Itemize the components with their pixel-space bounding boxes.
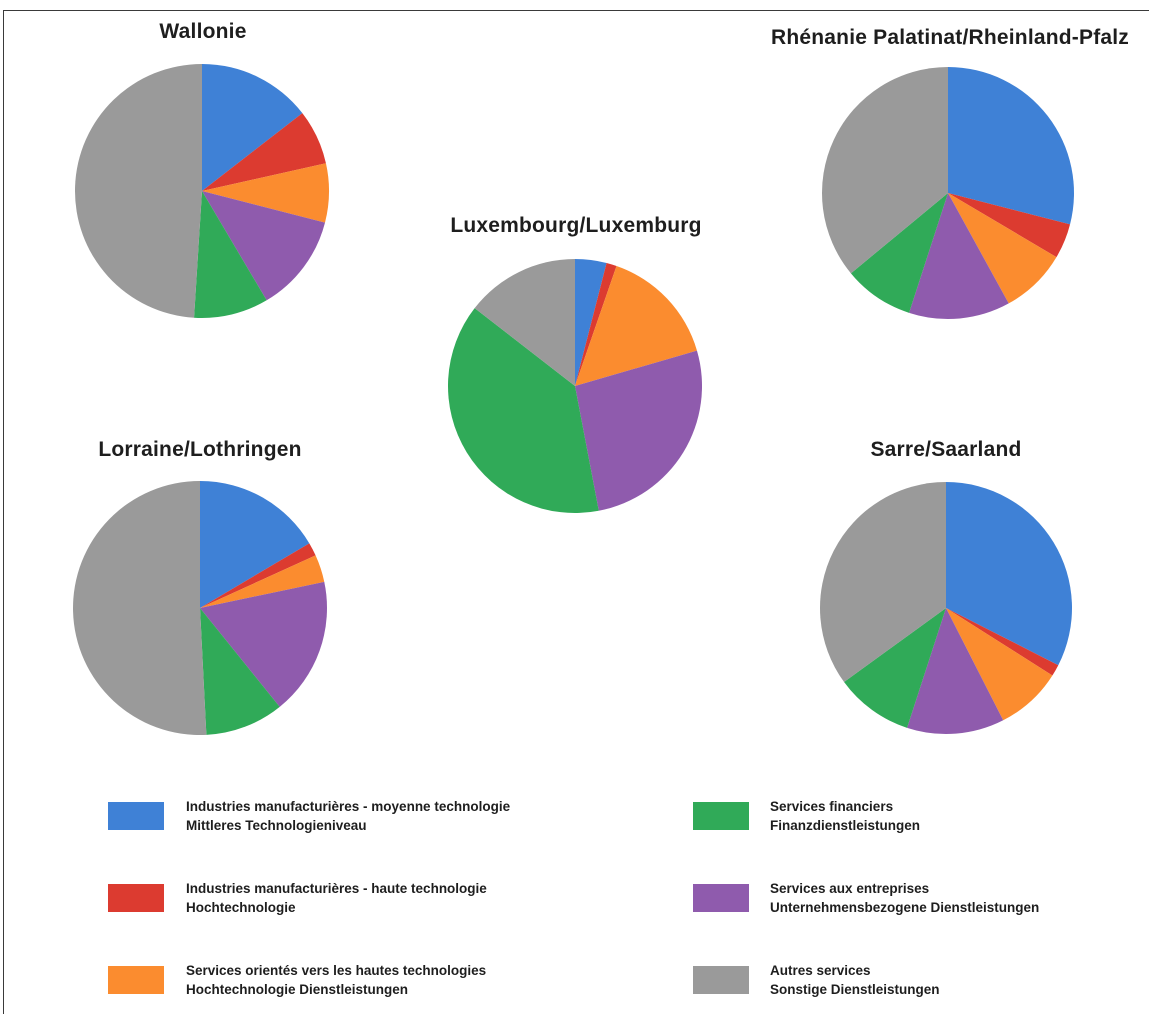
pie-slice-wallonie-business-services bbox=[202, 191, 326, 301]
legend-label: Services financiers Finanzdienstleistunge… bbox=[770, 799, 921, 833]
pie-slice-rheinland-pfalz-other-services bbox=[822, 67, 948, 274]
pie-slice-rheinland-pfalz-financial-services bbox=[850, 193, 948, 313]
pie-slice-lorraine-business-services bbox=[200, 581, 327, 707]
pie-slice-saarland-high-tech-manufacturing bbox=[946, 608, 1059, 676]
pie-rheinland-pfalz bbox=[822, 67, 1074, 319]
pie-slice-wallonie-financial-services bbox=[194, 191, 267, 318]
legend-swatch bbox=[693, 802, 749, 830]
legend-swatch bbox=[693, 884, 749, 912]
legend-label: Industries manufacturières - moyenne tec… bbox=[186, 799, 511, 833]
pie-slice-saarland-medium-tech-manufacturing bbox=[946, 481, 1073, 666]
pie-slice-lorraine-other-services bbox=[73, 481, 207, 735]
pie-slice-wallonie-high-tech-manufacturing bbox=[202, 113, 326, 191]
pie-title-saarland: Sarre/Saarland bbox=[870, 438, 1022, 461]
pie-title-lorraine: Lorraine/Lothringen bbox=[98, 438, 302, 461]
pie-slice-rheinland-pfalz-high-tech-manufacturing bbox=[948, 193, 1071, 258]
pie-slice-wallonie-high-tech-services bbox=[202, 163, 329, 223]
legend-label: Services orientés vers les hautes techno… bbox=[186, 963, 487, 997]
legend-label: Autres services Sonstige Dienstleistungen bbox=[770, 963, 940, 997]
legend-label: Services aux entreprises Unternehmensbezo… bbox=[770, 881, 1040, 915]
pie-slice-wallonie-medium-tech-manufacturing bbox=[202, 64, 303, 191]
pie-wallonie bbox=[74, 64, 329, 318]
pie-slice-lorraine-high-tech-manufacturing bbox=[200, 543, 316, 608]
pie-slice-luxembourg-high-tech-manufacturing bbox=[575, 262, 617, 386]
pie-slice-lorraine-high-tech-services bbox=[200, 555, 325, 608]
pie-title-wallonie: Wallonie bbox=[159, 20, 247, 43]
pie-slice-wallonie-other-services bbox=[74, 64, 202, 318]
pie-slice-luxembourg-high-tech-services bbox=[575, 265, 697, 386]
pie-slice-saarland-other-services bbox=[819, 482, 946, 683]
pie-slice-lorraine-financial-services bbox=[200, 608, 280, 735]
pie-saarland bbox=[819, 481, 1073, 734]
pie-slice-luxembourg-other-services bbox=[474, 259, 575, 386]
pie-slice-luxembourg-financial-services bbox=[447, 308, 599, 514]
legend-swatch bbox=[108, 802, 164, 830]
pie-slice-luxembourg-business-services bbox=[575, 350, 703, 511]
legend-label: Industries manufacturières - haute techn… bbox=[186, 881, 487, 915]
figure-frame bbox=[3, 10, 1149, 1014]
pie-slice-saarland-business-services bbox=[907, 608, 1004, 734]
pie-slice-saarland-high-tech-services bbox=[946, 608, 1053, 721]
pie-slice-rheinland-pfalz-medium-tech-manufacturing bbox=[948, 67, 1074, 225]
legend-swatch bbox=[108, 966, 164, 994]
pie-slice-luxembourg-medium-tech-manufacturing bbox=[575, 259, 607, 386]
pie-slice-lorraine-medium-tech-manufacturing bbox=[200, 481, 310, 608]
legend-swatch bbox=[108, 884, 164, 912]
pie-title-rheinland-pfalz: Rhénanie Palatinat/Rheinland-Pfalz bbox=[770, 26, 1130, 49]
pie-luxembourg bbox=[447, 259, 703, 514]
pie-lorraine bbox=[73, 481, 327, 735]
pie-slice-rheinland-pfalz-high-tech-services bbox=[948, 193, 1057, 304]
legend-swatch bbox=[693, 966, 749, 994]
pie-slice-rheinland-pfalz-business-services bbox=[909, 193, 1009, 319]
pie-title-luxembourg: Luxembourg/Luxemburg bbox=[450, 214, 702, 237]
pie-slice-saarland-financial-services bbox=[844, 608, 946, 728]
